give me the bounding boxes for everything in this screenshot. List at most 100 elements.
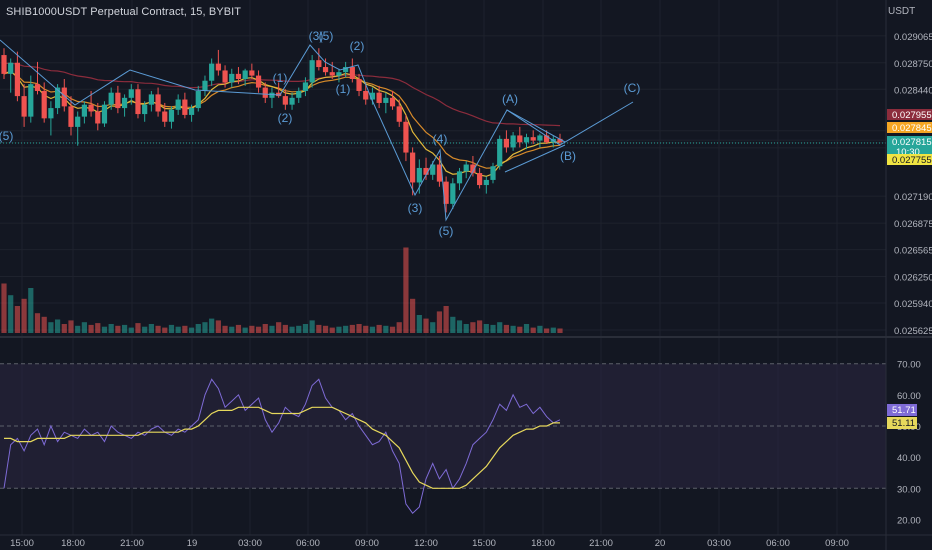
candle-body-35 — [235, 73, 242, 80]
rsi-tick-3: 40.00 — [897, 453, 921, 464]
volume-bar-5 — [34, 313, 41, 333]
candle-body-24 — [162, 111, 168, 122]
volume-bar-58 — [389, 326, 396, 333]
volume-bar-28 — [188, 327, 195, 333]
price-tick-11: 0.025940 — [894, 299, 932, 310]
candle-body-11 — [75, 116, 81, 127]
price-tick-1: 0.028750 — [894, 59, 932, 70]
price-tick-10: 0.026250 — [894, 273, 932, 284]
candle-body-63 — [423, 167, 429, 175]
volume-bar-56 — [376, 324, 382, 333]
volume-bar-44 — [296, 325, 302, 333]
price-tick-7: 0.027190 — [894, 192, 932, 203]
candle-body-58 — [389, 97, 396, 107]
candle-body-30 — [202, 80, 208, 91]
volume-bar-18 — [121, 324, 128, 333]
volume-bar-65 — [436, 311, 443, 333]
time-tick-12: 03:00 — [707, 538, 731, 549]
candle-body-45 — [302, 82, 309, 91]
volume-bar-36 — [242, 327, 248, 333]
candle-body-42 — [282, 96, 288, 105]
volume-bar-50 — [336, 326, 342, 333]
price-tag-0 — [887, 109, 932, 120]
volume-bar-7 — [48, 322, 54, 333]
candle-body-62 — [416, 167, 422, 183]
candle-body-3 — [21, 96, 27, 117]
volume-bar-77 — [517, 326, 523, 333]
elliott-wave-drawing[interactable]: (5)(1)(2)(3)(5)(2)(1)(4)(3)(5)(A)(B)(C) — [0, 29, 640, 238]
volume-bar-31 — [209, 318, 215, 333]
candle-body-28 — [188, 108, 195, 115]
volume-bar-74 — [497, 322, 503, 333]
candle-body-53 — [356, 79, 362, 91]
volume-bar-47 — [316, 324, 322, 333]
volume-bar-2 — [14, 306, 20, 333]
candle-body-78 — [523, 137, 530, 143]
candle-body-54 — [363, 90, 369, 100]
volume-bar-41 — [276, 322, 282, 333]
price-tag-text-3: 0.027755 — [892, 155, 932, 166]
candle-body-33 — [222, 70, 228, 83]
volume-bar-48 — [322, 325, 329, 333]
volume-bar-72 — [483, 324, 489, 333]
candle-body-73 — [490, 166, 496, 180]
time-tick-1: 18:00 — [61, 538, 85, 549]
candle-body-26 — [175, 99, 181, 110]
candle-body-18 — [121, 97, 128, 109]
candle-body-22 — [148, 94, 154, 105]
rsi-tick-4: 30.00 — [897, 484, 921, 495]
candle-body-44 — [296, 90, 302, 98]
candle-body-48 — [322, 67, 329, 73]
volume-bar-0 — [1, 283, 7, 333]
volume-bar-57 — [383, 325, 389, 333]
candle-body-14 — [95, 111, 101, 124]
rsi-tag-1 — [887, 417, 917, 429]
volume-bar-26 — [175, 326, 181, 333]
volume-bar-23 — [155, 325, 161, 333]
time-axis[interactable]: 15:00 18:00 21:00 19 03:00 06:00 09:00 12:00 15:… — [0, 534, 932, 549]
time-tick-3: 19 — [187, 538, 198, 549]
volume-bar-54 — [363, 325, 369, 333]
volume-bar-8 — [54, 319, 61, 333]
candle-body-68 — [456, 171, 463, 184]
volume-bar-21 — [142, 326, 148, 333]
volume-bar-82 — [550, 327, 556, 333]
volume-bar-29 — [195, 324, 201, 333]
volume-bar-14 — [95, 323, 101, 333]
candle-body-51 — [343, 67, 349, 73]
candle-body-0 — [1, 55, 7, 74]
candle-body-6 — [41, 90, 47, 119]
time-tick-9: 18:00 — [531, 538, 555, 549]
candle-body-12 — [81, 104, 87, 117]
volume-bar-34 — [229, 326, 235, 333]
volume-bar-83 — [557, 328, 563, 333]
time-tick-8: 15:00 — [472, 538, 496, 549]
price-tick-2: 0.028440 — [894, 85, 932, 96]
candle-body-57 — [383, 97, 389, 103]
price-axis[interactable]: 0.029065 0.028750 0.028440 0.027190 0.026875… — [885, 0, 932, 550]
price-tag-3 — [887, 154, 932, 165]
volume-bar-59 — [396, 322, 402, 333]
volume-bar-66 — [443, 306, 449, 333]
wave-label-4: (5) — [319, 29, 334, 43]
volume-bar-24 — [162, 327, 168, 333]
candle-body-36 — [242, 70, 248, 80]
candle-body-65 — [436, 164, 443, 182]
candle-body-46 — [309, 60, 315, 83]
volume-bar-6 — [41, 316, 47, 333]
candle-body-59 — [396, 106, 402, 122]
rsi-tick-1: 60.00 — [897, 391, 921, 402]
volume-bar-64 — [430, 322, 436, 333]
wave-label-2: (2) — [278, 111, 293, 125]
candle-body-41 — [276, 92, 282, 97]
volume-bar-1 — [8, 295, 14, 333]
time-tick-2: 21:00 — [120, 538, 144, 549]
triangle-upper — [506, 109, 566, 143]
candle-body-75 — [503, 138, 510, 148]
candle-body-17 — [115, 92, 121, 109]
time-tick-13: 06:00 — [766, 538, 790, 549]
volume-bar-52 — [349, 324, 355, 333]
candle-body-67 — [450, 183, 456, 204]
volume-bar-71 — [477, 320, 483, 333]
